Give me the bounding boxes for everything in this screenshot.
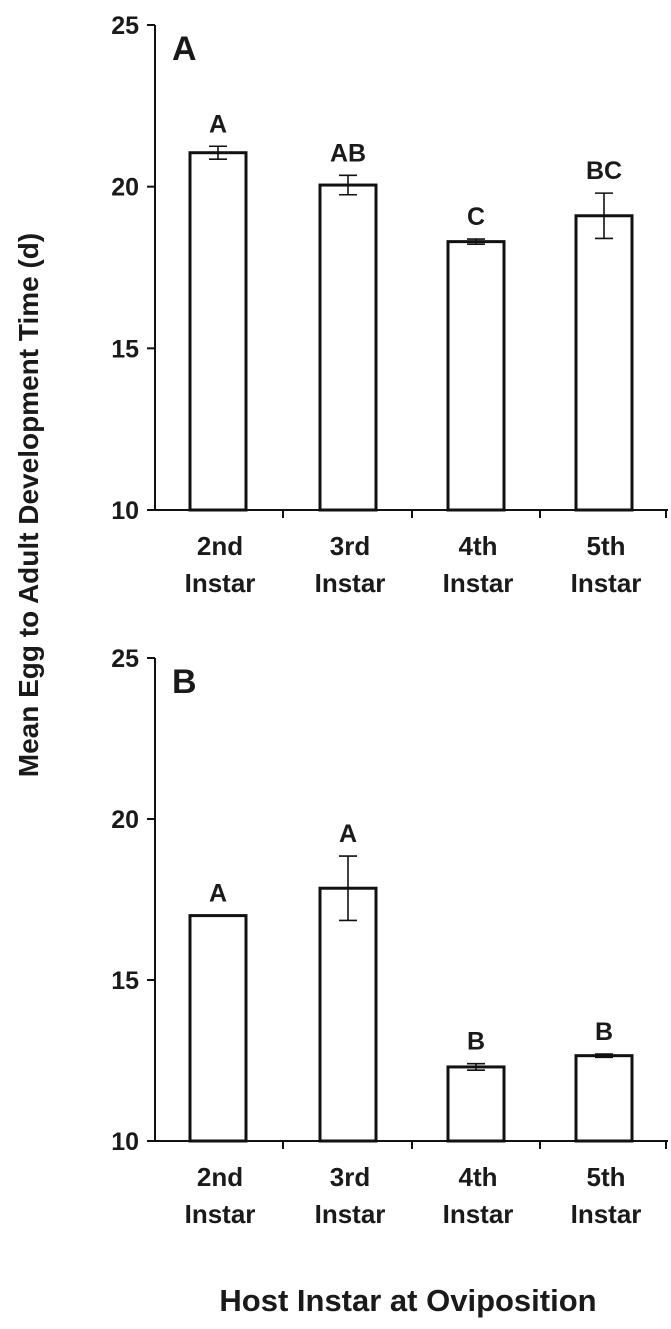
y-tick-label-a-20: 20: [111, 174, 139, 202]
y-tick-label-a-10: 10: [111, 497, 139, 525]
category-label-a-3-line2: Instar: [443, 568, 514, 598]
significance-letter-b-3: B: [467, 1028, 485, 1056]
significance-letter-a-2: AB: [330, 139, 366, 167]
bar-a-4: [574, 214, 634, 512]
bar-a-1: [188, 151, 248, 512]
category-label-a-2-line2: Instar: [315, 568, 386, 598]
panel-letter-a: A: [172, 30, 197, 68]
significance-letter-a-1: A: [209, 110, 227, 138]
category-label-a-1-line1: 2nd: [197, 531, 243, 561]
bar-b-1: [188, 914, 248, 1143]
category-label-a-2-line1: 3rd: [330, 531, 370, 561]
category-label-b-1-line1: 2nd: [197, 1162, 243, 1192]
panel-b-chart: B 10 15 20 25 A 2nd Instar A 3rd Instar B 4th Instar B…: [111, 645, 668, 1229]
y-axis-label: Mean Egg to Adult Development Time (d): [13, 233, 44, 777]
bar-b-2: [318, 886, 378, 1143]
category-label-b-1-line2: Instar: [185, 1199, 256, 1229]
category-label-a-3-line1: 4th: [459, 531, 498, 561]
category-label-b-2-line2: Instar: [315, 1199, 386, 1229]
bar-b-4: [574, 1054, 634, 1143]
y-tick-label-a-15: 15: [111, 335, 139, 363]
bar-a-3: [446, 240, 506, 512]
category-label-b-2-line1: 3rd: [330, 1162, 370, 1192]
category-label-b-4-line1: 5th: [587, 1162, 626, 1192]
category-label-a-4-line2: Instar: [571, 568, 642, 598]
category-label-b-3-line2: Instar: [443, 1199, 514, 1229]
significance-letter-a-3: C: [467, 203, 485, 231]
significance-letter-b-1: A: [209, 880, 227, 908]
x-axis-label: Host Instar at Oviposition: [219, 1283, 596, 1318]
y-tick-label-b-25: 25: [111, 645, 139, 673]
y-tick-label-b-10: 10: [111, 1128, 139, 1156]
y-tick-label-b-15: 15: [111, 967, 139, 995]
panel-letter-b: B: [172, 663, 197, 701]
significance-letter-b-2: A: [339, 820, 357, 848]
category-label-a-1-line2: Instar: [185, 568, 256, 598]
bar-a-2: [318, 183, 378, 512]
y-tick-label-b-20: 20: [111, 806, 139, 834]
y-tick-label-a-25: 25: [111, 12, 139, 40]
bar-b-3: [446, 1065, 506, 1143]
significance-letter-a-4: BC: [586, 157, 622, 185]
category-label-b-3-line1: 4th: [459, 1162, 498, 1192]
category-label-b-4-line2: Instar: [571, 1199, 642, 1229]
significance-letter-b-4: B: [595, 1018, 613, 1046]
panel-a-chart: A 10 15 20 25 A 2nd Instar AB 3rd Instar C 4th Instar…: [111, 12, 668, 598]
category-label-a-4-line1: 5th: [587, 531, 626, 561]
